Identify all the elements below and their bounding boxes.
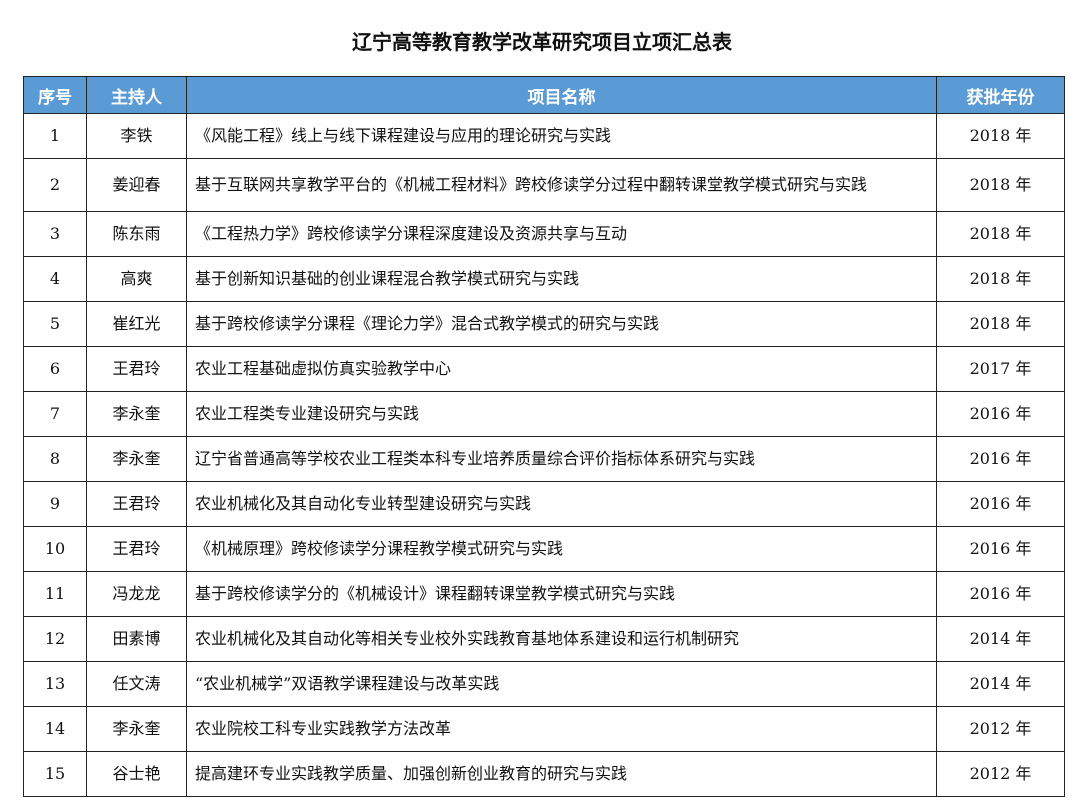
row-host: 李永奎 xyxy=(86,436,187,482)
row-year: 2012 年 xyxy=(936,751,1065,797)
row-project-name: 农业院校工科专业实践教学方法改革 xyxy=(186,706,937,752)
row-number: 12 xyxy=(23,616,87,662)
row-project-name: 基于跨校修读学分的《机械设计》课程翻转课堂教学模式研究与实践 xyxy=(186,571,937,617)
table-row: 4 高爽 基于创新知识基础的创业课程混合教学模式研究与实践 2018 年 xyxy=(23,256,1065,302)
row-year: 2014 年 xyxy=(936,661,1065,707)
table-row: 12 田素博 农业机械化及其自动化等相关专业校外实践教育基地体系建设和运行机制研究 2… xyxy=(23,616,1065,662)
row-number: 3 xyxy=(23,211,87,257)
row-host: 李永奎 xyxy=(86,706,187,752)
table-row: 1 李铁 《风能工程》线上与线下课程建设与应用的理论研究与实践 2018 年 xyxy=(23,113,1065,159)
row-project-name: 农业机械化及其自动化专业转型建设研究与实践 xyxy=(186,481,937,527)
row-year: 2016 年 xyxy=(936,436,1065,482)
row-host: 姜迎春 xyxy=(86,158,187,212)
row-host: 高爽 xyxy=(86,256,187,302)
row-number: 2 xyxy=(23,158,87,212)
table-row: 9 王君玲 农业机械化及其自动化专业转型建设研究与实践 2016 年 xyxy=(23,481,1065,527)
table-row: 5 崔红光 基于跨校修读学分课程《理论力学》混合式教学模式的研究与实践 2018 年 xyxy=(23,301,1065,347)
row-number: 13 xyxy=(23,661,87,707)
row-number: 15 xyxy=(23,751,87,797)
table-row: 11 冯龙龙 基于跨校修读学分的《机械设计》课程翻转课堂教学模式研究与实践 2016 … xyxy=(23,571,1065,617)
row-project-name: 基于互联网共享教学平台的《机械工程材料》跨校修读学分过程中翻转课堂教学模式研究与… xyxy=(186,158,937,212)
row-project-name: 辽宁省普通高等学校农业工程类本科专业培养质量综合评价指标体系研究与实践 xyxy=(186,436,937,482)
row-host: 李永奎 xyxy=(86,391,187,437)
table-header-row: 序号 主持人 项目名称 获批年份 xyxy=(23,76,1065,114)
table-row: 3 陈东雨 《工程热力学》跨校修读学分课程深度建设及资源共享与互动 2018 年 xyxy=(23,211,1065,257)
row-year: 2018 年 xyxy=(936,113,1065,159)
row-project-name: 基于跨校修读学分课程《理论力学》混合式教学模式的研究与实践 xyxy=(186,301,937,347)
row-host: 冯龙龙 xyxy=(86,571,187,617)
table-row: 2 姜迎春 基于互联网共享教学平台的《机械工程材料》跨校修读学分过程中翻转课堂教学模… xyxy=(23,158,1065,212)
row-host: 崔红光 xyxy=(86,301,187,347)
row-number: 10 xyxy=(23,526,87,572)
row-number: 9 xyxy=(23,481,87,527)
row-project-name: 农业机械化及其自动化等相关专业校外实践教育基地体系建设和运行机制研究 xyxy=(186,616,937,662)
row-number: 11 xyxy=(23,571,87,617)
row-host: 谷士艳 xyxy=(86,751,187,797)
row-host: 陈东雨 xyxy=(86,211,187,257)
page-title: 辽宁高等教育教学改革研究项目立项汇总表 xyxy=(352,30,732,54)
row-year: 2017 年 xyxy=(936,346,1065,392)
projects-table: 序号 主持人 项目名称 获批年份 1 李铁 《风能工程》线上与线下课程建设与应用的理… xyxy=(23,76,1065,797)
row-year: 2018 年 xyxy=(936,256,1065,302)
table-row: 14 李永奎 农业院校工科专业实践教学方法改革 2012 年 xyxy=(23,706,1065,752)
table-row: 13 任文涛 “农业机械学”双语教学课程建设与改革实践 2014 年 xyxy=(23,661,1065,707)
row-project-name: 基于创新知识基础的创业课程混合教学模式研究与实践 xyxy=(186,256,937,302)
row-year: 2016 年 xyxy=(936,391,1065,437)
row-host: 李铁 xyxy=(86,113,187,159)
table-row: 8 李永奎 辽宁省普通高等学校农业工程类本科专业培养质量综合评价指标体系研究与实践 2… xyxy=(23,436,1065,482)
row-host: 王君玲 xyxy=(86,526,187,572)
row-number: 7 xyxy=(23,391,87,437)
row-project-name: 《机械原理》跨校修读学分课程教学模式研究与实践 xyxy=(186,526,937,572)
row-number: 1 xyxy=(23,113,87,159)
row-year: 2018 年 xyxy=(936,158,1065,212)
table-row: 6 王君玲 农业工程基础虚拟仿真实验教学中心 2017 年 xyxy=(23,346,1065,392)
row-year: 2014 年 xyxy=(936,616,1065,662)
table-row: 7 李永奎 农业工程类专业建设研究与实践 2016 年 xyxy=(23,391,1065,437)
header-host: 主持人 xyxy=(86,76,187,114)
row-host: 任文涛 xyxy=(86,661,187,707)
row-project-name: 农业工程基础虚拟仿真实验教学中心 xyxy=(186,346,937,392)
row-year: 2016 年 xyxy=(936,526,1065,572)
row-year: 2016 年 xyxy=(936,481,1065,527)
row-year: 2016 年 xyxy=(936,571,1065,617)
row-host: 王君玲 xyxy=(86,481,187,527)
row-project-name: 《风能工程》线上与线下课程建设与应用的理论研究与实践 xyxy=(186,113,937,159)
row-year: 2012 年 xyxy=(936,706,1065,752)
row-number: 14 xyxy=(23,706,87,752)
table-row: 15 谷士艳 提高建环专业实践教学质量、加强创新创业教育的研究与实践 2012 年 xyxy=(23,751,1065,797)
row-number: 8 xyxy=(23,436,87,482)
row-number: 6 xyxy=(23,346,87,392)
row-project-name: 农业工程类专业建设研究与实践 xyxy=(186,391,937,437)
header-year: 获批年份 xyxy=(936,76,1065,114)
header-no: 序号 xyxy=(23,76,87,114)
row-number: 4 xyxy=(23,256,87,302)
row-host: 王君玲 xyxy=(86,346,187,392)
header-project-name: 项目名称 xyxy=(186,76,937,114)
row-project-name: 《工程热力学》跨校修读学分课程深度建设及资源共享与互动 xyxy=(186,211,937,257)
table-row: 10 王君玲 《机械原理》跨校修读学分课程教学模式研究与实践 2016 年 xyxy=(23,526,1065,572)
row-project-name: 提高建环专业实践教学质量、加强创新创业教育的研究与实践 xyxy=(186,751,937,797)
row-year: 2018 年 xyxy=(936,301,1065,347)
row-host: 田素博 xyxy=(86,616,187,662)
row-project-name: “农业机械学”双语教学课程建设与改革实践 xyxy=(186,661,937,707)
row-number: 5 xyxy=(23,301,87,347)
row-year: 2018 年 xyxy=(936,211,1065,257)
